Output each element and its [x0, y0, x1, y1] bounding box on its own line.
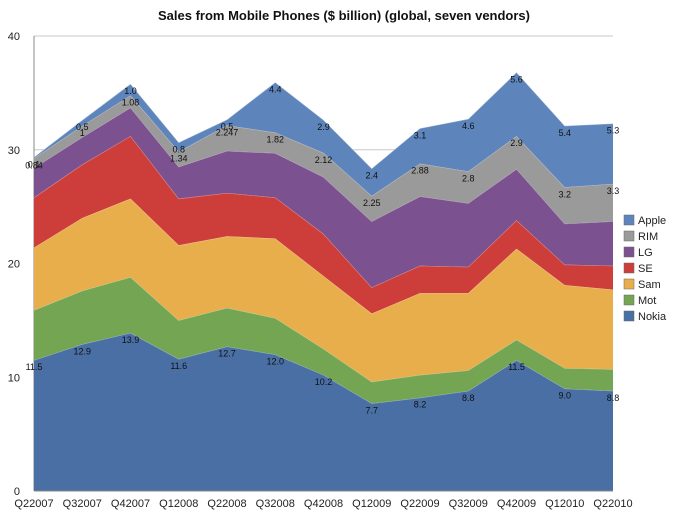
x-tick-label-q22007: Q22007 — [14, 498, 53, 510]
area-se — [34, 136, 613, 314]
legend-label-sam: Sam — [638, 279, 661, 291]
data-label-apple-q22009: 3.1 — [414, 130, 427, 140]
legend-label-se: SE — [638, 263, 653, 275]
data-label-rim-q12009: 2.25 — [363, 198, 381, 208]
data-label-rim-q22010: 3.3 — [607, 186, 620, 196]
data-label-rim-q22009: 2.88 — [411, 166, 429, 176]
data-label-rim-q42008: 2.12 — [315, 155, 333, 165]
x-tick-label-q42009: Q42009 — [497, 498, 536, 510]
data-label-apple-q32008: 4.4 — [269, 84, 282, 94]
data-label-nokia-q42007: 13.9 — [122, 335, 140, 345]
area-rim — [34, 95, 613, 224]
data-label-apple-q22007: 0.1 — [28, 159, 41, 169]
x-tick-label-q22009: Q22009 — [400, 498, 439, 510]
legend-label-rim: RIM — [638, 231, 658, 243]
legend-label-lg: LG — [638, 247, 653, 259]
data-label-apple-q32007: 0.5 — [76, 122, 89, 132]
area-lg — [34, 107, 613, 288]
data-label-nokia-q22009: 8.2 — [414, 400, 427, 410]
data-label-apple-q12009: 2.4 — [365, 171, 378, 181]
area-edge-apple — [33, 71, 614, 170]
x-tick-label-q32007: Q32007 — [63, 498, 102, 510]
data-label-rim-q32007: 1 — [80, 128, 85, 138]
legend-swatch-mot — [623, 294, 635, 306]
data-label-nokia-q22007: 11.5 — [26, 362, 43, 372]
area-apple — [34, 72, 613, 196]
data-label-rim-q42009: 2.9 — [510, 138, 523, 148]
x-tick-label-q12008: Q12008 — [159, 498, 198, 510]
data-label-nokia-q22008: 12.7 — [218, 349, 236, 359]
y-tick-label-30: 30 — [8, 145, 20, 157]
data-label-apple-q12008: 0.8 — [172, 144, 185, 154]
data-label-nokia-q32009: 8.8 — [462, 393, 475, 403]
data-label-nokia-q12008: 11.6 — [170, 361, 187, 371]
x-tick-label-q42007: Q42007 — [111, 498, 150, 510]
chart-title: Sales from Mobile Phones ($ billion) (gl… — [157, 8, 530, 23]
data-label-rim-q32009: 2.8 — [462, 173, 475, 183]
data-label-nokia-q32007: 12.9 — [73, 346, 91, 356]
x-tick-label-q22008: Q22008 — [207, 498, 246, 510]
x-tick-label-q32008: Q32008 — [256, 498, 295, 510]
x-tick-label-q12010: Q12010 — [545, 498, 584, 510]
data-label-rim-q22008: 2.247 — [216, 127, 239, 137]
legend-swatch-se — [623, 262, 635, 274]
data-label-nokia-q22010: 8.8 — [607, 393, 620, 403]
x-tick-label-q42008: Q42008 — [304, 498, 343, 510]
legend-swatch-sam — [623, 278, 635, 290]
data-label-rim-q32008: 1.82 — [266, 134, 284, 144]
y-tick-label-20: 20 — [8, 259, 20, 271]
data-label-apple-q42009: 5.6 — [510, 74, 523, 84]
x-tick-label-q32009: Q32009 — [449, 498, 488, 510]
legend-swatch-lg — [623, 246, 635, 258]
y-tick-label-10: 10 — [8, 372, 20, 384]
data-label-apple-q12010: 5.4 — [558, 128, 571, 138]
data-label-apple-q32009: 4.6 — [462, 121, 475, 131]
data-label-apple-q22010: 5.3 — [607, 126, 620, 136]
data-label-nokia-q32008: 12.0 — [266, 357, 284, 367]
data-label-apple-q42008: 2.9 — [317, 122, 330, 132]
y-tick-label-40: 40 — [8, 31, 20, 43]
data-label-rim-q22007: 0.84 — [25, 160, 43, 170]
area-sam — [34, 198, 613, 382]
y-tick-label-0: 0 — [14, 486, 20, 498]
data-label-nokia-q42008: 10.2 — [315, 377, 333, 387]
area-nokia — [34, 332, 613, 491]
data-label-nokia-q42009: 11.5 — [508, 362, 525, 372]
legend-label-mot: Mot — [638, 295, 656, 307]
area-mot — [34, 277, 613, 404]
data-label-nokia-q12010: 9.0 — [558, 391, 571, 401]
data-label-rim-q42007: 1.08 — [122, 97, 140, 107]
x-tick-label-q12009: Q12009 — [352, 498, 391, 510]
data-label-rim-q12008: 1.34 — [170, 154, 188, 164]
legend-label-nokia: Nokia — [638, 311, 667, 323]
data-label-nokia-q12009: 7.7 — [365, 405, 378, 415]
legend-swatch-apple — [623, 214, 635, 226]
legend-label-apple: Apple — [638, 215, 666, 227]
legend-swatch-rim — [623, 230, 635, 242]
data-label-rim-q12010: 3.2 — [558, 189, 571, 199]
data-label-apple-q22008: 0.5 — [221, 122, 234, 132]
data-label-apple-q42007: 1.0 — [124, 86, 137, 96]
legend-swatch-nokia — [623, 310, 635, 322]
x-tick-label-q22010: Q22010 — [593, 498, 632, 510]
